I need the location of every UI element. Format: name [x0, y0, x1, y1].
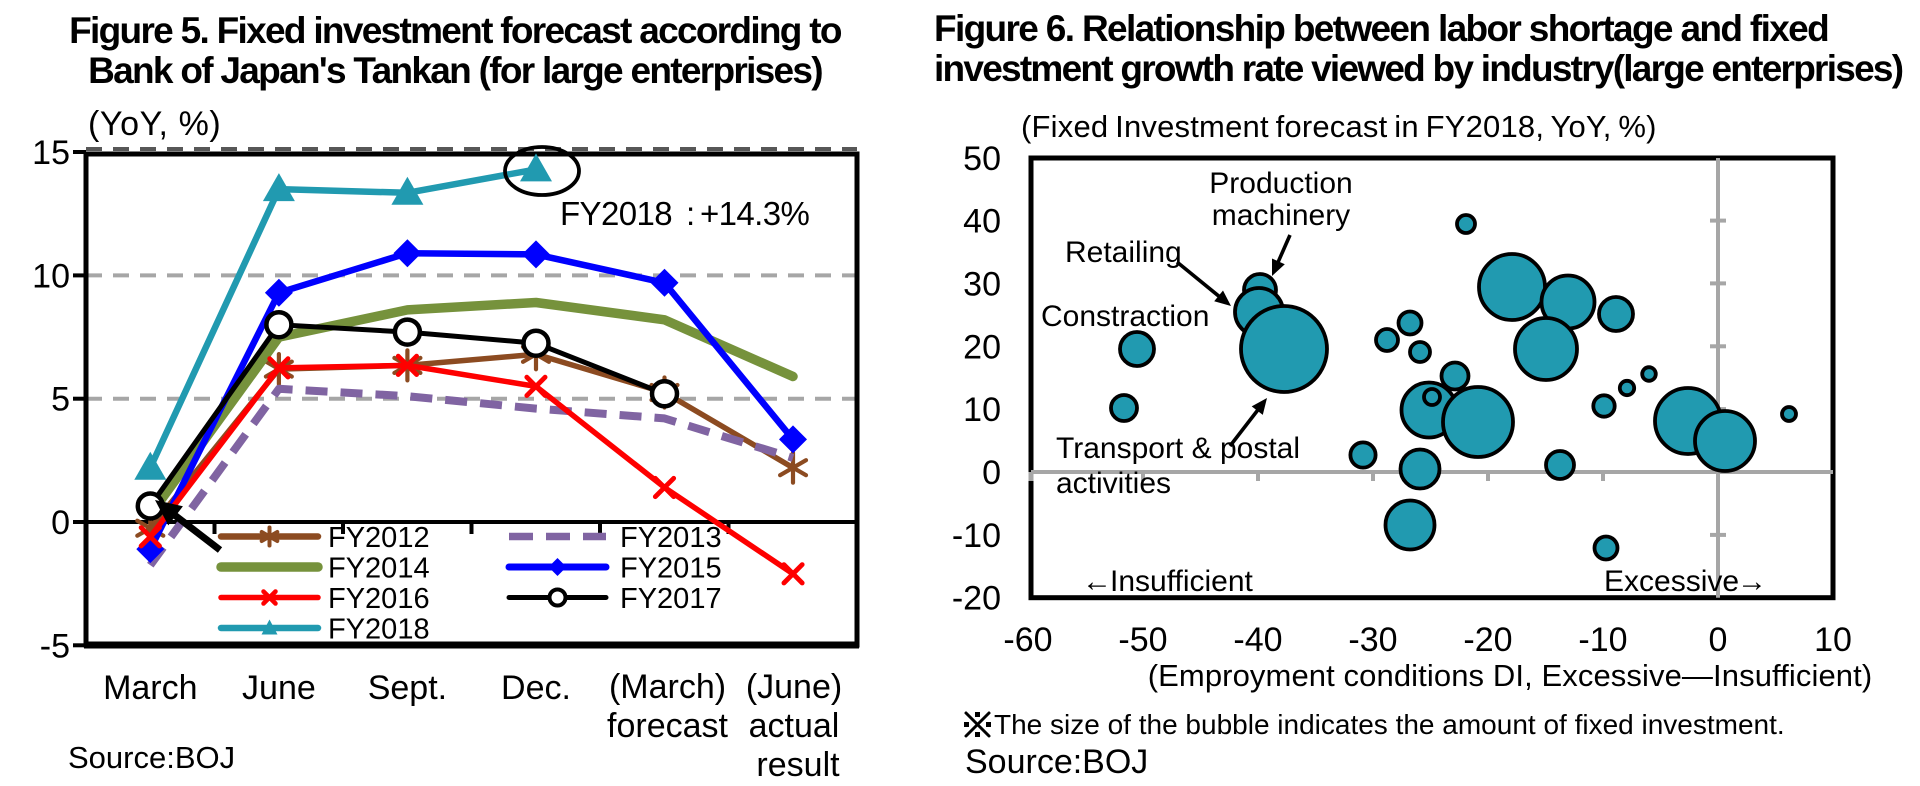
svg-text:The size of the bubble indicat: The size of the bubble indicates the amo… — [994, 709, 1785, 740]
svg-text:Source:BOJ: Source:BOJ — [68, 740, 235, 775]
svg-text:30: 30 — [963, 265, 1001, 303]
svg-text:FY2018: FY2018 — [328, 614, 430, 646]
svg-text:machinery: machinery — [1212, 199, 1350, 232]
svg-text:(March): (March) — [609, 668, 726, 706]
svg-text:50: 50 — [963, 140, 1001, 178]
svg-text:activities: activities — [1056, 467, 1171, 500]
svg-text:Source:BOJ: Source:BOJ — [965, 743, 1148, 781]
svg-text:Retailing: Retailing — [1065, 236, 1182, 269]
svg-text:Excessive: Excessive — [1604, 565, 1739, 598]
svg-text:-20: -20 — [952, 580, 1001, 618]
svg-text:(June): (June) — [746, 668, 842, 706]
svg-text:20: 20 — [963, 328, 1001, 366]
svg-text:(Fixed Investment forecast in: (Fixed Investment forecast in FY2018, Yo… — [1021, 109, 1657, 144]
svg-text:FY2014: FY2014 — [328, 553, 430, 585]
svg-text:-5: -5 — [40, 627, 70, 665]
svg-text:+14.3%: +14.3% — [700, 195, 809, 232]
svg-text:March: March — [103, 669, 197, 707]
svg-text:40: 40 — [963, 203, 1001, 241]
svg-text:Figure 6. Relationship between: Figure 6. Relationship between labor sho… — [934, 8, 1828, 49]
svg-text:forecast: forecast — [607, 707, 728, 745]
svg-text:10: 10 — [963, 391, 1001, 429]
svg-text::: : — [686, 195, 695, 232]
svg-text:investment growth rate viewed: investment growth rate viewed by industr… — [934, 48, 1903, 89]
svg-text:Constraction: Constraction — [1041, 300, 1209, 333]
svg-text:FY2015: FY2015 — [620, 553, 722, 585]
svg-text:0: 0 — [982, 454, 1001, 492]
svg-text:Bank of Japan's Tankan (for la: Bank of Japan's Tankan (for large enterp… — [88, 50, 822, 91]
svg-text:FY2013: FY2013 — [620, 522, 722, 554]
svg-text:result: result — [756, 746, 840, 781]
svg-text:Figure 5. Fixed investment for: Figure 5. Fixed investment forecast acco… — [69, 10, 842, 51]
svg-text:(Emproyment conditions DI, Exc: (Emproyment conditions DI, Excessive—Ins… — [1148, 658, 1873, 693]
svg-text:FY2012: FY2012 — [328, 522, 430, 554]
svg-text:-10: -10 — [1578, 621, 1627, 659]
svg-text:0: 0 — [1709, 621, 1728, 659]
svg-text:June: June — [242, 669, 316, 707]
svg-text:FY2016: FY2016 — [328, 583, 430, 615]
svg-text:(YoY, %): (YoY, %) — [88, 105, 221, 143]
svg-text:Transport & postal: Transport & postal — [1056, 432, 1300, 465]
svg-text:-60: -60 — [1003, 621, 1052, 659]
svg-text:-40: -40 — [1233, 621, 1282, 659]
svg-text:-30: -30 — [1348, 621, 1397, 659]
svg-text:FY2017: FY2017 — [620, 583, 722, 615]
svg-text:15: 15 — [32, 134, 70, 172]
svg-text:Sept.: Sept. — [368, 669, 447, 707]
svg-text:5: 5 — [51, 381, 70, 419]
svg-text:-50: -50 — [1118, 621, 1167, 659]
svg-text:Insufficient: Insufficient — [1110, 565, 1254, 598]
svg-text:0: 0 — [51, 504, 70, 542]
svg-text:FY2018: FY2018 — [560, 195, 672, 232]
svg-text:10: 10 — [1814, 621, 1852, 659]
svg-text:-10: -10 — [952, 517, 1001, 555]
svg-text:Production: Production — [1209, 167, 1352, 200]
svg-text:←: ← — [1082, 565, 1112, 598]
svg-text:-20: -20 — [1463, 621, 1512, 659]
svg-text:10: 10 — [32, 257, 70, 295]
svg-text:Dec.: Dec. — [501, 669, 571, 707]
svg-text:→: → — [1737, 565, 1767, 598]
svg-text:actual: actual — [749, 707, 840, 745]
